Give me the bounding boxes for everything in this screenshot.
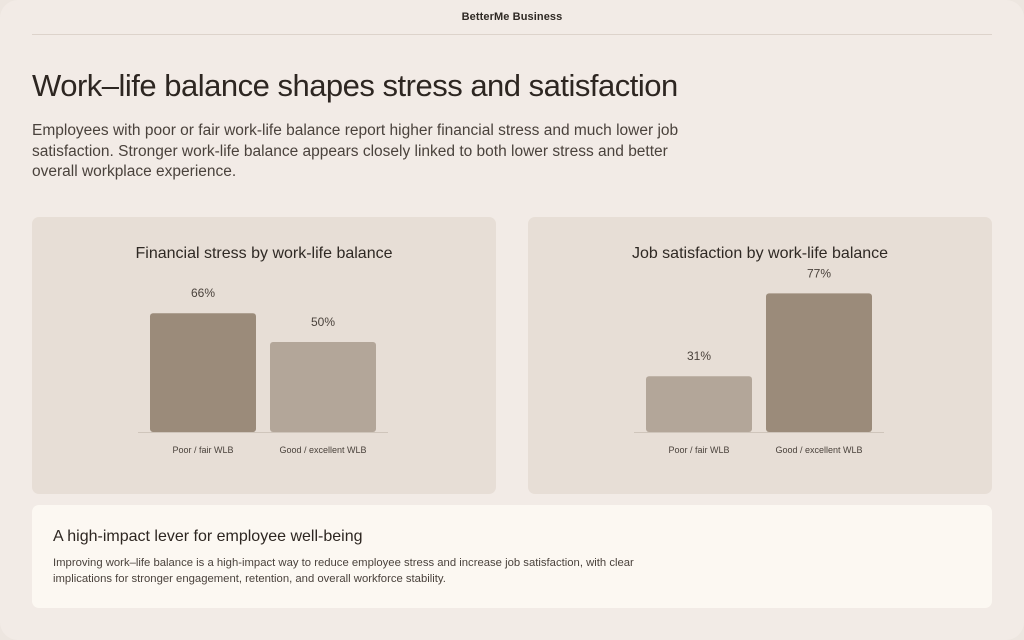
- page-title: Work–life balance shapes stress and sati…: [32, 68, 678, 103]
- category-label: Good / excellent WLB: [775, 445, 862, 455]
- bar-good-excellent: [270, 342, 376, 432]
- category-label: Good / excellent WLB: [279, 445, 366, 455]
- bar-good-excellent: [766, 293, 872, 432]
- insight-callout: A high-impact lever for employee well-be…: [32, 505, 992, 608]
- bar-value-label: 31%: [687, 349, 711, 363]
- header-divider: [32, 34, 992, 35]
- chart-title: Financial stress by work-life balance: [135, 245, 393, 262]
- callout-title: A high-impact lever for employee well-be…: [53, 528, 363, 545]
- category-label: Poor / fair WLB: [668, 445, 729, 455]
- bar-poor-fair: [150, 313, 256, 432]
- job-satisfaction-chart-card: Job satisfaction by work-life balance 31…: [528, 217, 992, 494]
- job-satisfaction-chart: 31% Poor / fair WLB 77% Good / excellent WL…: [634, 266, 884, 455]
- bar-value-label: 50%: [311, 315, 335, 329]
- financial-stress-chart: 66% Poor / fair WLB 50% Good / excellent WL…: [138, 286, 388, 455]
- brand-title: BetterMe Business: [461, 11, 563, 23]
- financial-stress-chart-card: Financial stress by work-life balance 66…: [32, 217, 496, 494]
- chart-title: Job satisfaction by work-life balance: [631, 245, 889, 262]
- page-subtitle: Employees with poor or fair work-life ba…: [32, 122, 679, 180]
- category-label: Poor / fair WLB: [172, 445, 233, 455]
- bar-value-label: 77%: [807, 266, 831, 280]
- callout-body: Improving work–life balance is a high-im…: [53, 557, 634, 585]
- bar-poor-fair: [646, 376, 752, 432]
- bar-value-label: 66%: [191, 286, 215, 300]
